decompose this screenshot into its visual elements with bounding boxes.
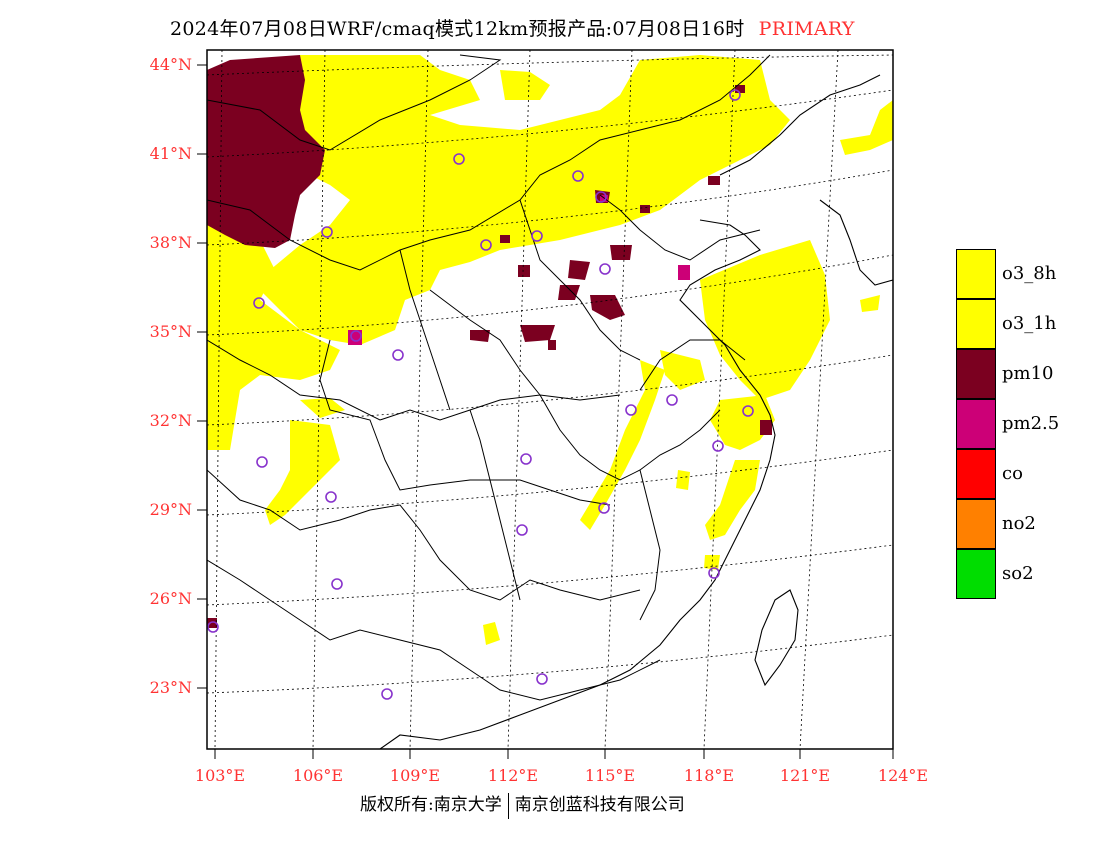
legend-swatch <box>956 449 996 499</box>
map-frame <box>206 49 894 750</box>
station-marker <box>729 89 741 101</box>
station-marker <box>331 578 343 590</box>
station-marker <box>625 404 637 416</box>
lat-label-41: 41°N <box>149 144 192 163</box>
lon-label-118: 118°E <box>683 766 735 785</box>
station-marker <box>253 297 265 309</box>
province-borders <box>207 54 771 701</box>
lat-label-32: 32°N <box>149 411 192 430</box>
map-title-text: 2024年07月08日WRF/cmaq模式12km预报产品:07月08日16时 <box>170 18 745 40</box>
station-marker <box>742 405 754 417</box>
station-marker <box>207 621 219 633</box>
station-marker <box>520 453 532 465</box>
station-marker <box>321 226 333 238</box>
legend-label: co <box>1002 463 1023 484</box>
station-marker <box>598 502 610 514</box>
legend-label: o3_8h <box>1002 263 1057 284</box>
lon-label-124: 124°E <box>877 766 929 785</box>
station-marker <box>531 230 543 242</box>
legend-swatch <box>956 349 996 399</box>
legend-swatch <box>956 499 996 549</box>
station-marker <box>516 524 528 536</box>
legend-swatch <box>956 249 996 299</box>
station-markers <box>207 89 754 700</box>
lat-label-23: 23°N <box>149 678 192 697</box>
station-marker <box>381 688 393 700</box>
lat-label-35: 35°N <box>149 322 192 341</box>
lon-label-103: 103°E <box>194 766 246 785</box>
station-marker <box>572 170 584 182</box>
pm10-area <box>207 55 772 628</box>
copyright-owner: 版权所有:南京大学 <box>360 795 502 815</box>
legend-label: o3_1h <box>1002 313 1057 334</box>
station-marker <box>325 491 337 503</box>
station-marker <box>392 349 404 361</box>
station-marker <box>595 191 607 203</box>
station-marker <box>666 394 678 406</box>
legend-swatch <box>956 299 996 349</box>
lat-label-44: 44°N <box>149 55 192 74</box>
station-marker <box>256 456 268 468</box>
map-title: 2024年07月08日WRF/cmaq模式12km预报产品:07月08日16时 P… <box>170 14 855 41</box>
station-marker <box>350 330 362 342</box>
legend-swatch <box>956 399 996 449</box>
station-marker <box>599 263 611 275</box>
lat-label-29: 29°N <box>149 500 192 519</box>
legend-swatch <box>956 549 996 599</box>
station-marker <box>536 673 548 685</box>
lat-label-26: 26°N <box>149 589 192 608</box>
station-marker <box>453 153 465 165</box>
lat-label-38: 38°N <box>149 233 192 252</box>
station-marker <box>712 440 724 452</box>
lon-label-112: 112°E <box>487 766 539 785</box>
map-content <box>207 50 893 749</box>
footer-divider <box>507 792 509 819</box>
graticule <box>207 50 893 749</box>
legend-label: so2 <box>1002 563 1034 584</box>
lon-label-115: 115°E <box>584 766 636 785</box>
lon-label-109: 109°E <box>389 766 441 785</box>
copyright-company: 南京创蓝科技有限公司 <box>514 795 685 815</box>
legend-label: no2 <box>1002 513 1036 534</box>
lon-label-121: 121°E <box>779 766 831 785</box>
legend-label: pm10 <box>1002 363 1054 384</box>
coastline <box>379 74 893 749</box>
copyright-footer: 版权所有:南京大学 南京创蓝科技有限公司 <box>360 790 685 819</box>
station-marker <box>708 567 720 579</box>
lon-label-106: 106°E <box>292 766 344 785</box>
primary-tag: PRIMARY <box>758 18 855 40</box>
station-marker <box>480 239 492 251</box>
legend-label: pm2.5 <box>1002 413 1060 434</box>
axis-ticks <box>197 64 894 759</box>
